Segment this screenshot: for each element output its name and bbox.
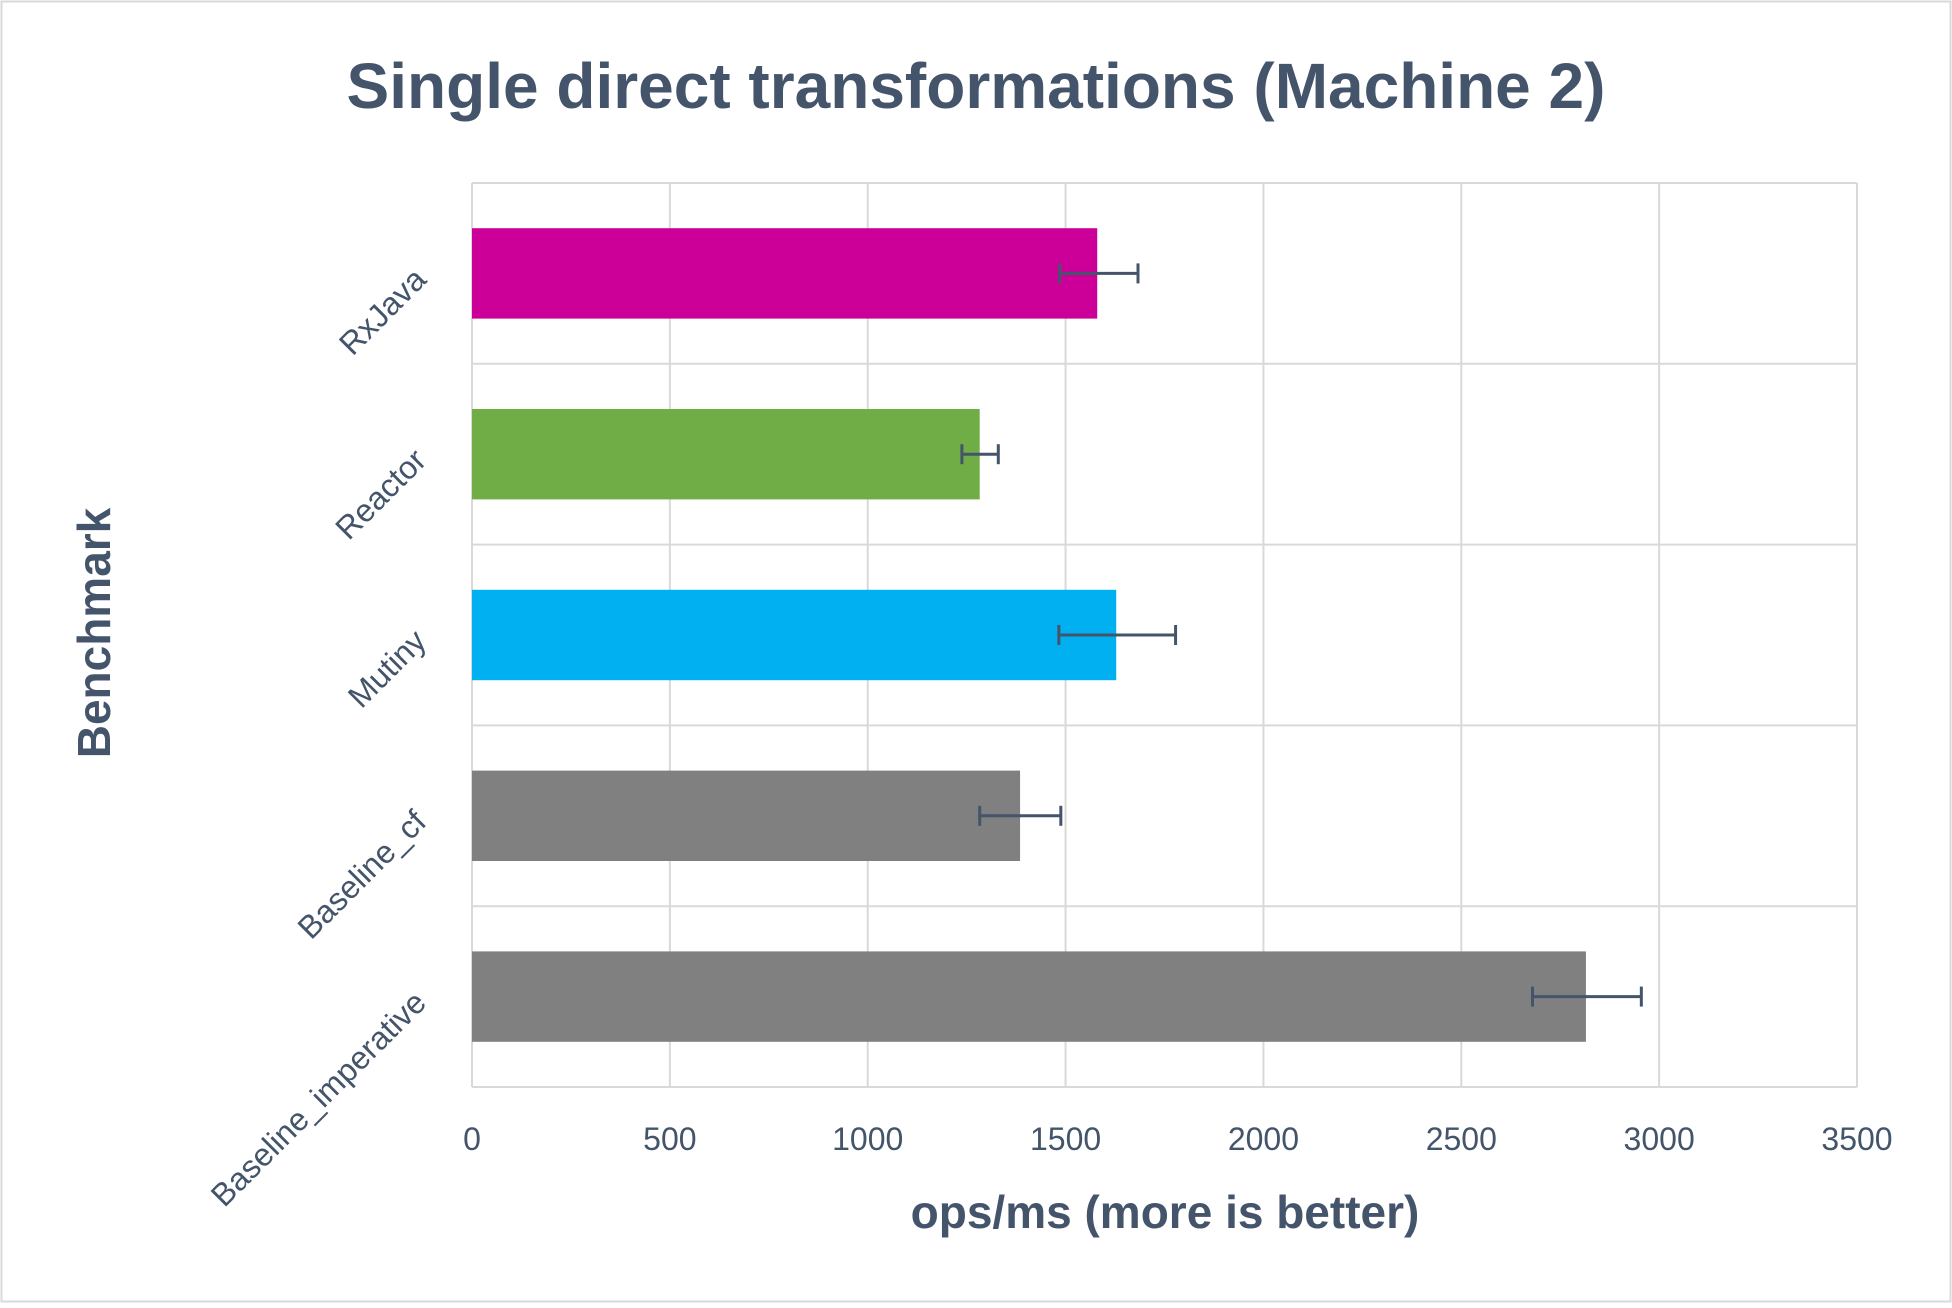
error-bars [960, 263, 1643, 1007]
x-tick-label: 0 [463, 1121, 481, 1157]
y-axis-title: Benchmark [68, 507, 120, 758]
bar-rxjava [472, 228, 1098, 319]
x-tick-label: 3000 [1624, 1121, 1695, 1157]
x-tick-label: 1000 [832, 1121, 903, 1157]
x-tick-label: 500 [643, 1121, 696, 1157]
error-bar [960, 444, 1000, 465]
error-bar [978, 805, 1063, 826]
x-axis-title: ops/ms (more is better) [911, 1186, 1420, 1238]
x-tick-label: 2000 [1228, 1121, 1299, 1157]
error-bar [1058, 263, 1140, 284]
x-tick-label: 3500 [1821, 1121, 1892, 1157]
bar-baseline-imperative [472, 951, 1586, 1042]
error-bar [1531, 986, 1643, 1007]
error-bar [1057, 625, 1178, 645]
chart-title: Single direct transformations (Machine 2… [347, 50, 1606, 122]
bar-mutiny [472, 589, 1117, 681]
x-tick-labels: 0 500 1000 1500 2000 2500 3000 3500 [463, 1121, 1892, 1157]
grid-lines [471, 182, 1858, 1088]
bars [472, 228, 1586, 1042]
bar-baseline-cf [472, 770, 1021, 861]
x-tick-label: 2500 [1426, 1121, 1497, 1157]
x-tick-label: 1500 [1030, 1121, 1101, 1157]
bar-reactor [472, 409, 980, 500]
